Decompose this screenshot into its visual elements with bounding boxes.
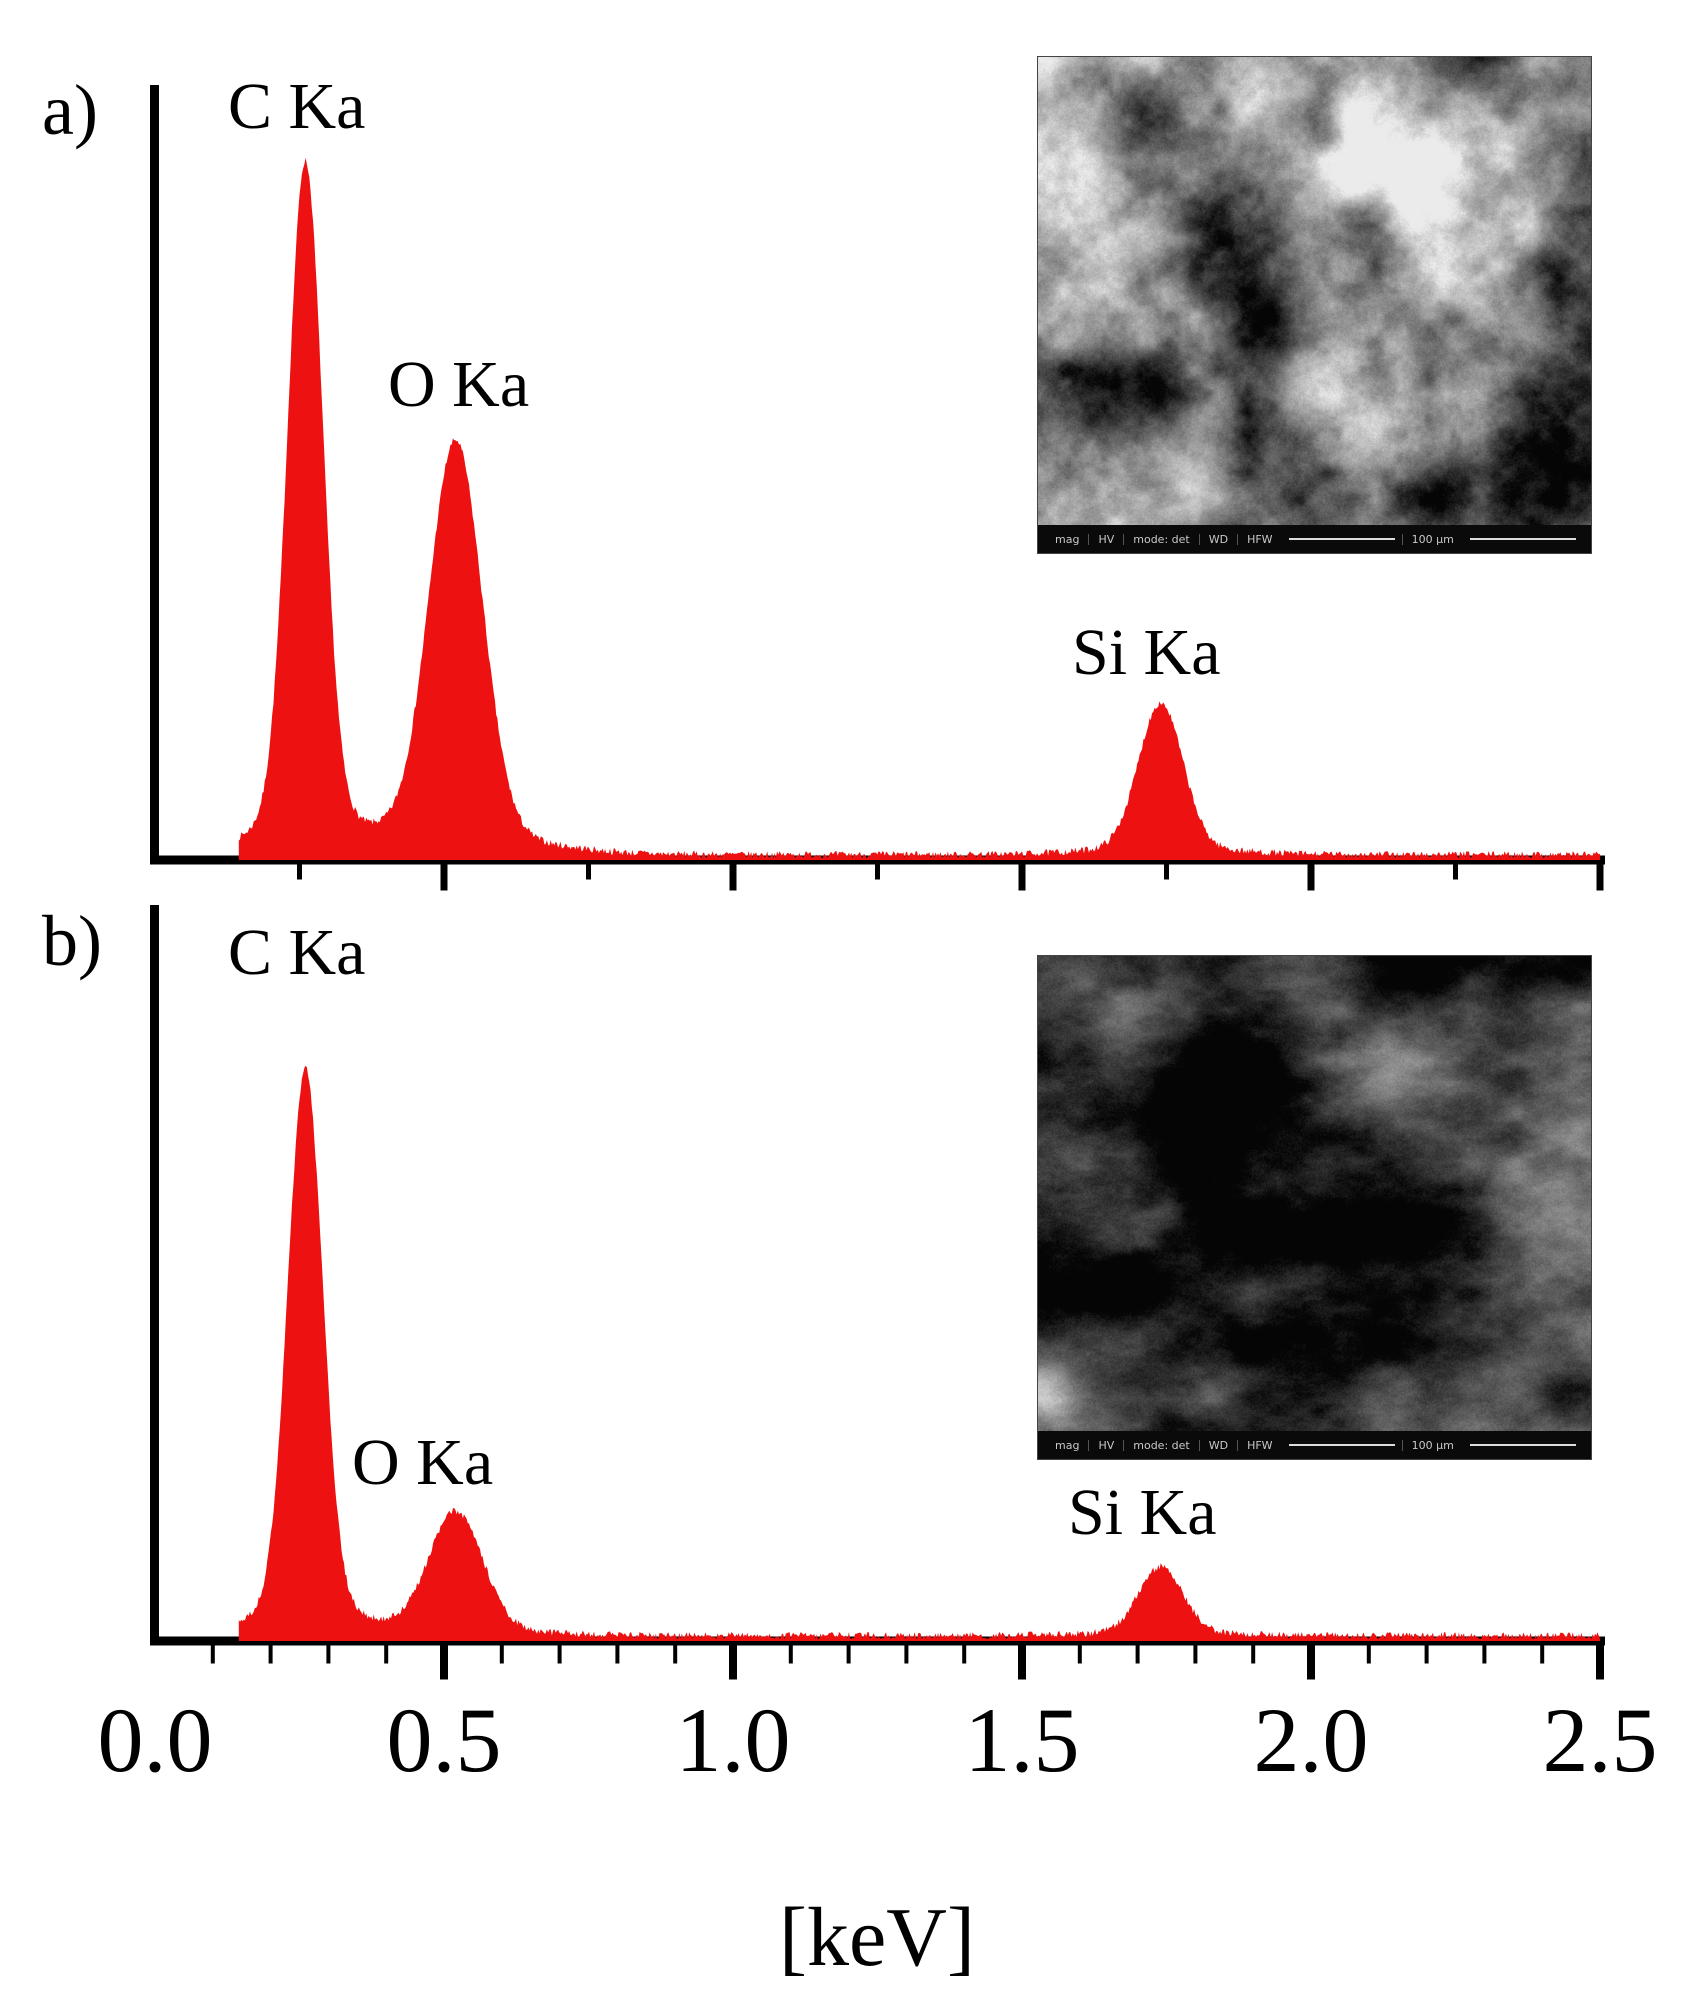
axis-tick — [875, 864, 880, 880]
x-tick-label: 0.0 — [97, 1689, 213, 1791]
sem-infobar-b: mag HV mode: det WD HFW 100 µm — [1038, 1431, 1591, 1459]
sem-infobar-a: mag HV mode: det WD HFW 100 µm — [1038, 525, 1591, 553]
axis-tick — [1164, 864, 1169, 880]
axis-tick — [615, 1645, 620, 1664]
sem-infobar-item: HV — [1088, 533, 1123, 545]
sem-micrograph-b — [1038, 956, 1591, 1431]
axis-tick — [788, 1645, 793, 1664]
axis-tick — [586, 864, 591, 880]
peak-label-b-o-ka: O Ka — [352, 1426, 494, 1499]
axis-tick — [1596, 1645, 1604, 1680]
sem-infobar-item: mag — [1055, 532, 1080, 546]
axis-tick — [440, 1645, 448, 1680]
axis-tick — [440, 864, 448, 891]
axis-tick — [1596, 864, 1604, 891]
axis-tick — [1540, 1645, 1545, 1664]
axis-tick — [297, 864, 302, 880]
scale-bar-line — [1288, 1444, 1395, 1446]
panel-b-y-axis — [150, 905, 159, 1646]
scale-bar-label: 100 µm — [1401, 533, 1463, 545]
axis-tick — [326, 1645, 331, 1664]
scale-bar-label: 100 µm — [1401, 1439, 1463, 1451]
axis-tick — [1366, 1645, 1371, 1664]
axis-tick — [729, 864, 737, 891]
sem-inset-b: mag HV mode: det WD HFW 100 µm — [1038, 956, 1591, 1459]
scale-bar-line — [1469, 1444, 1576, 1446]
sem-infobar-item: HV — [1088, 1439, 1123, 1451]
peak-label-b-si-ka: Si Ka — [1068, 1476, 1217, 1549]
axis-tick — [1251, 1645, 1256, 1664]
axis-tick — [1077, 1645, 1082, 1664]
sem-infobar-item: WD — [1198, 1439, 1237, 1451]
axis-tick — [1424, 1645, 1429, 1664]
sem-infobar-item: mag — [1055, 1438, 1080, 1452]
panel-a-label: a) — [42, 70, 98, 150]
sem-infobar-item: HFW — [1237, 1439, 1281, 1451]
x-tick-label: 1.0 — [675, 1689, 791, 1791]
peak-label-a-c-ka: C Ka — [228, 70, 366, 143]
axis-tick — [1018, 864, 1026, 891]
scale-bar-line — [1469, 538, 1576, 540]
axis-tick — [904, 1645, 909, 1664]
x-tick-label: 1.5 — [964, 1689, 1080, 1791]
axis-tick — [557, 1645, 562, 1664]
axis-tick — [673, 1645, 678, 1664]
axis-tick — [846, 1645, 851, 1664]
x-tick-label: 2.5 — [1542, 1689, 1658, 1791]
axis-tick — [1193, 1645, 1198, 1664]
axis-tick — [1018, 1645, 1026, 1680]
x-tick-label: 0.5 — [386, 1689, 502, 1791]
axis-tick — [384, 1645, 389, 1664]
x-axis-title: [keV] — [779, 1891, 975, 1984]
axis-tick — [1307, 1645, 1315, 1680]
sem-infobar-item: mode: det — [1123, 533, 1198, 545]
axis-tick — [1482, 1645, 1487, 1664]
axis-tick — [499, 1645, 504, 1664]
axis-tick — [729, 1645, 737, 1680]
sem-infobar-item: WD — [1198, 533, 1237, 545]
peak-label-b-c-ka: C Ka — [228, 916, 366, 989]
panel-b-label: b) — [42, 901, 102, 981]
axis-tick — [1307, 864, 1315, 891]
axis-tick — [1453, 864, 1458, 880]
axis-tick — [210, 1645, 215, 1664]
sem-infobar-item: HFW — [1237, 533, 1281, 545]
axis-tick — [962, 1645, 967, 1664]
axis-tick — [268, 1645, 273, 1664]
sem-inset-a: mag HV mode: det WD HFW 100 µm — [1038, 57, 1591, 553]
sem-micrograph-a — [1038, 57, 1591, 525]
peak-label-a-si-ka: Si Ka — [1072, 616, 1221, 689]
x-tick-label: 2.0 — [1253, 1689, 1369, 1791]
scale-bar-line — [1288, 538, 1395, 540]
panel-a-y-axis — [150, 85, 159, 865]
sem-infobar-item: mode: det — [1123, 1439, 1198, 1451]
axis-tick — [1135, 1645, 1140, 1664]
peak-label-a-o-ka: O Ka — [388, 348, 530, 421]
